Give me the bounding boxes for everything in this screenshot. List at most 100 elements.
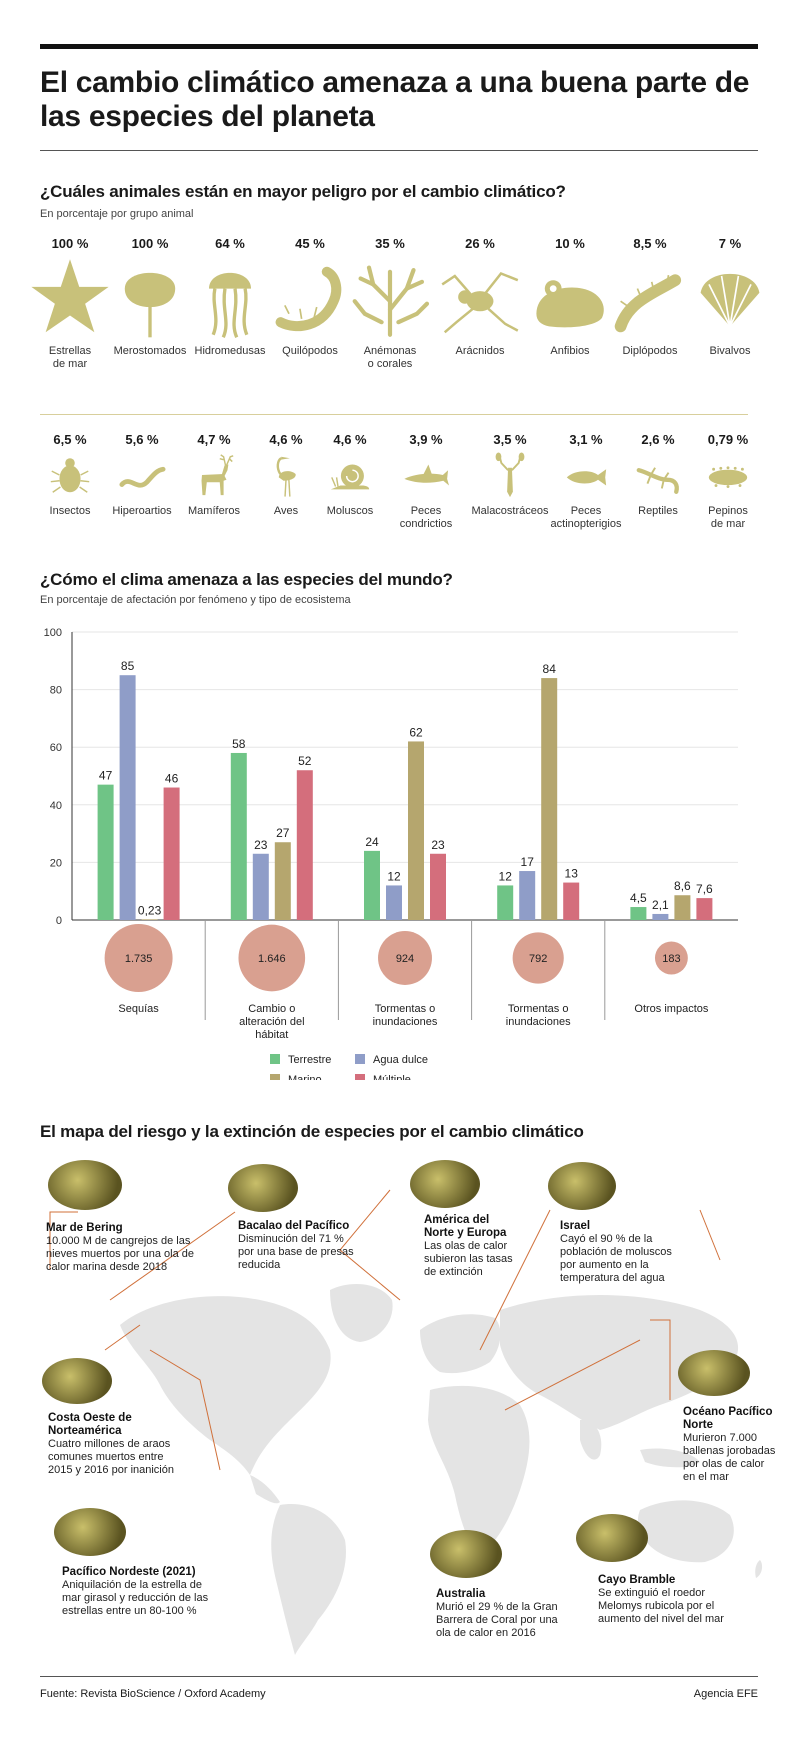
bar-value-label: 23 — [254, 838, 268, 852]
bar-value-label: 58 — [232, 737, 246, 751]
bar-value-label: 2,1 — [652, 898, 669, 912]
callout-title: Mar de Bering — [46, 1222, 123, 1234]
legend-swatch — [355, 1054, 365, 1064]
callout-text: Aniquilación de la estrella de mar giras… — [62, 1579, 209, 1617]
fish-icon — [536, 451, 636, 499]
centipede-icon — [260, 255, 360, 339]
callout-title: Israel — [560, 1220, 591, 1232]
bar-marino — [274, 842, 291, 920]
animal-name: Arácnidos — [455, 345, 505, 357]
legend-label: Terrestre — [288, 1054, 331, 1066]
callout-text: Disminución del 71 % por una base de pre… — [238, 1233, 354, 1271]
callout-title: Australia — [436, 1588, 486, 1600]
legend-swatch — [270, 1074, 280, 1080]
animal-item: 3,5 % Malacostráceos — [460, 432, 560, 518]
bar-value-label: 17 — [521, 855, 535, 869]
animal-name: Bivalvos — [709, 345, 751, 357]
animal-percentage: 26 % — [465, 236, 495, 251]
world-risk-map: Mar de Bering 10.000 M de cangrejos de l… — [0, 1150, 800, 1670]
count-bubble — [512, 932, 564, 984]
animal-percentage: 100 % — [51, 236, 89, 251]
bar-marino — [141, 919, 158, 920]
sea-cucumber-icon — [678, 451, 778, 499]
animal-name: Hiperoartios — [112, 505, 172, 517]
legend-label: Marino — [288, 1074, 322, 1080]
bar-value-label: 27 — [276, 826, 290, 840]
animal-name: Quilópodos — [282, 345, 338, 357]
agency-credit: Agencia EFE — [693, 1688, 758, 1700]
world-landmass — [120, 1284, 763, 1655]
bar-agua-dulce — [252, 853, 269, 920]
animal-name: Merostomados — [113, 345, 187, 357]
callout-text: Las olas de calor subieron las tasas de … — [424, 1240, 513, 1278]
footer-divider — [40, 1676, 758, 1677]
section1-title: ¿Cuáles animales están en mayor peligro … — [40, 182, 566, 201]
callout-title: Océano Pacífico Norte — [683, 1406, 773, 1431]
crab-photo — [48, 1160, 122, 1210]
bar-múltiple — [296, 770, 313, 920]
callout-text: 10.000 M de cangrejos de las nieves muer… — [46, 1235, 194, 1273]
animal-name: Peces actinopterigios — [550, 505, 622, 530]
animal-percentage: 3,1 % — [569, 432, 603, 447]
shark-icon — [376, 451, 476, 499]
animal-item: 64 % Hidromedusas — [180, 236, 280, 358]
bar-value-label: 52 — [298, 754, 312, 768]
bar-marino — [408, 741, 424, 920]
coral-photo — [430, 1530, 502, 1578]
jellyfish-icon — [180, 255, 280, 339]
callout-text: Se extinguió el roedor Melomys rubicola … — [598, 1587, 724, 1625]
legend-label: Múltiple — [373, 1074, 411, 1080]
y-tick-label: 40 — [50, 800, 62, 812]
animal-percentage: 4,6 % — [269, 432, 303, 447]
bar-value-label: 46 — [165, 772, 179, 786]
animal-percentage: 8,5 % — [633, 236, 667, 251]
animal-item: 3,1 % Peces actinopterigios — [536, 432, 636, 531]
bar-marino — [674, 895, 691, 920]
callout-title: Bacalao del Pacífico — [238, 1220, 350, 1232]
cod-photo — [228, 1164, 298, 1212]
animal-name: Diplópodos — [622, 345, 678, 357]
animal-item: 4,7 % Mamíferos — [164, 432, 264, 518]
callout-text: Murió el 29 % de la Gran Barrera de Cora… — [436, 1601, 558, 1639]
beetle-icon — [20, 451, 120, 499]
callout-costa-oeste: Costa Oeste de Norteamérica Cuatro millo… — [48, 1412, 208, 1477]
count-bubble — [378, 931, 432, 985]
bar-value-label: 4,5 — [630, 891, 647, 905]
section2-title: ¿Cómo el clima amenaza a las especies de… — [40, 570, 453, 589]
bar-value-label: 7,6 — [696, 882, 713, 896]
animal-item: 0,79 % Pepinos de mar — [678, 432, 778, 531]
animal-item: 26 % Arácnidos — [430, 236, 530, 358]
animal-name: Anfibios — [550, 345, 590, 357]
legend-swatch — [270, 1054, 280, 1064]
horseshoe-crab-icon — [100, 255, 200, 339]
animal-percentage: 6,5 % — [53, 432, 87, 447]
bar-múltiple — [430, 853, 446, 920]
bar-value-label: 24 — [365, 835, 379, 849]
legend-label: Agua dulce — [373, 1054, 428, 1066]
count-bubble — [104, 924, 173, 992]
animal-name: Mamíferos — [188, 505, 240, 517]
bar-value-label: 12 — [387, 869, 401, 883]
callout-text: Cayó el 90 % de la población de moluscos… — [560, 1233, 672, 1284]
title-divider — [40, 150, 758, 151]
callout-america-europa: América del Norte y Europa Las olas de c… — [424, 1214, 544, 1279]
lamprey-icon — [92, 451, 192, 499]
bar-agua-dulce — [386, 885, 402, 920]
coral-icon — [340, 255, 440, 339]
bar-agua-dulce — [519, 871, 536, 920]
bar-agua-dulce — [119, 675, 136, 920]
bee-photo — [410, 1160, 480, 1208]
callout-australia: Australia Murió el 29 % de la Gran Barre… — [436, 1588, 586, 1640]
snail-icon — [300, 451, 400, 499]
spider-icon — [430, 255, 530, 339]
animal-name: Insectos — [49, 505, 91, 517]
animal-item: 7 % Bivalvos — [680, 236, 780, 358]
animal-item: 4,6 % Moluscos — [300, 432, 400, 518]
callout-title: Pacífico Nordeste (2021) — [62, 1566, 196, 1578]
section2-subtitle: En porcentaje de afectación por fenómeno… — [40, 594, 351, 606]
section1-subtitle: En porcentaje por grupo animal — [40, 208, 194, 220]
callout-title: Costa Oeste de Norteamérica — [48, 1412, 132, 1437]
animal-item: 8,5 % Diplópodos — [600, 236, 700, 358]
animal-percentage: 35 % — [375, 236, 405, 251]
animal-percentage: 45 % — [295, 236, 325, 251]
